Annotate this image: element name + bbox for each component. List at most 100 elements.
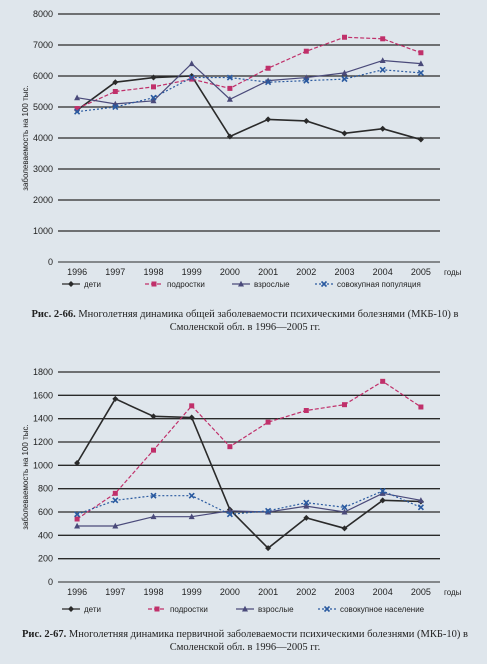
data-point bbox=[150, 97, 157, 104]
y-tick-label: 0 bbox=[48, 577, 53, 587]
legend-entry: подростки bbox=[148, 605, 208, 614]
x-axis-label: годы bbox=[444, 268, 462, 277]
legend-entry: совокупная популяция bbox=[315, 280, 421, 289]
x-tick-label: 1998 bbox=[143, 267, 163, 277]
data-point bbox=[417, 504, 424, 511]
data-point bbox=[188, 414, 195, 421]
x-tick-label: 1997 bbox=[105, 587, 125, 597]
y-tick-label: 8000 bbox=[33, 9, 53, 19]
data-point bbox=[380, 378, 386, 384]
x-tick-label: 2001 bbox=[258, 267, 278, 277]
data-point bbox=[417, 497, 424, 503]
x-tick-label: 2000 bbox=[220, 587, 240, 597]
data-point bbox=[379, 487, 386, 495]
data-point bbox=[380, 36, 386, 42]
y-tick-label: 3000 bbox=[33, 164, 53, 174]
data-point bbox=[341, 525, 348, 532]
legend-marker bbox=[323, 605, 331, 613]
data-point bbox=[226, 74, 233, 81]
data-point bbox=[341, 508, 348, 515]
data-point bbox=[112, 89, 118, 94]
legend-label: взрослые bbox=[254, 280, 290, 289]
y-axis-label: заболеваемость на 100 тыс. bbox=[21, 85, 30, 190]
legend-label: подростки bbox=[170, 605, 208, 614]
legend-label: совокупное население bbox=[340, 605, 425, 614]
y-tick-label: 600 bbox=[38, 507, 53, 517]
series-2 bbox=[74, 34, 424, 112]
data-point bbox=[265, 545, 272, 552]
series-line bbox=[76, 490, 422, 515]
series-line bbox=[77, 59, 421, 105]
series-2 bbox=[74, 378, 424, 522]
x-tick-label: 2005 bbox=[411, 587, 431, 597]
data-point bbox=[226, 96, 233, 102]
data-point bbox=[303, 117, 310, 124]
caption-text: Многолетняя динамика общей заболеваемост… bbox=[78, 309, 459, 333]
gridlines bbox=[58, 13, 440, 263]
y-tick-label: 200 bbox=[38, 554, 53, 564]
legend-marker bbox=[242, 605, 248, 612]
legend-entry: дети bbox=[62, 605, 101, 614]
series-line bbox=[76, 75, 422, 141]
legend-label: совокупная популяция bbox=[337, 280, 421, 289]
legend-marker bbox=[154, 606, 160, 612]
data-point bbox=[303, 514, 310, 521]
data-point bbox=[150, 492, 157, 499]
data-point bbox=[74, 511, 81, 518]
data-point bbox=[341, 130, 348, 137]
legend-entry: взрослые bbox=[232, 280, 290, 289]
data-point bbox=[418, 50, 424, 56]
x-tick-label: 1997 bbox=[105, 267, 125, 277]
data-point bbox=[150, 413, 157, 420]
legend-entry: взрослые bbox=[236, 605, 294, 614]
data-point bbox=[74, 516, 80, 522]
series-line bbox=[76, 36, 422, 110]
data-point bbox=[265, 419, 271, 425]
data-point bbox=[265, 65, 271, 71]
caption-figure-2-67: Рис. 2-67. Многолетняя динамика первично… bbox=[20, 628, 470, 654]
legend-label: дети bbox=[84, 605, 101, 614]
y-tick-label: 4000 bbox=[33, 133, 53, 143]
data-point bbox=[112, 490, 118, 496]
y-tick-label: 1400 bbox=[33, 414, 53, 424]
series-line bbox=[76, 397, 421, 550]
x-tick-label: 2005 bbox=[411, 267, 431, 277]
data-point bbox=[74, 106, 80, 112]
data-point bbox=[303, 408, 309, 413]
data-point bbox=[265, 79, 272, 86]
x-axis-label: годы bbox=[444, 588, 462, 597]
y-tick-label: 400 bbox=[38, 530, 53, 540]
x-tick-label: 2000 bbox=[220, 267, 240, 277]
chart-general-morbidity: 0 1000 2000 3000 4000 5000 6000 7000 8000 заболев… bbox=[21, 9, 462, 289]
data-point bbox=[150, 74, 157, 81]
legend-marker bbox=[238, 280, 244, 287]
y-tick-label: 1000 bbox=[33, 226, 53, 236]
data-point bbox=[341, 69, 348, 76]
legend-label: подростки bbox=[167, 280, 205, 289]
y-axis-label: заболеваемость на 100 тыс. bbox=[21, 424, 30, 529]
data-point bbox=[188, 513, 195, 520]
x-tick-label: 1999 bbox=[182, 587, 202, 597]
data-point bbox=[74, 108, 81, 115]
gridlines bbox=[58, 371, 440, 583]
data-point bbox=[379, 497, 386, 504]
data-point bbox=[303, 499, 310, 506]
data-point bbox=[189, 76, 195, 82]
data-point bbox=[150, 513, 157, 520]
data-point bbox=[188, 74, 195, 81]
data-point bbox=[417, 60, 424, 67]
data-point bbox=[303, 77, 310, 84]
data-point bbox=[379, 66, 386, 73]
caption-label: Рис. 2-67. bbox=[22, 629, 67, 640]
series-line bbox=[77, 69, 421, 113]
data-point bbox=[226, 133, 233, 140]
data-point bbox=[417, 69, 424, 76]
legend-label: дети bbox=[84, 280, 101, 289]
y-tick-label: 6000 bbox=[33, 71, 53, 81]
caption-figure-2-66: Рис. 2-66. Многолетняя динамика общей за… bbox=[20, 308, 470, 334]
data-point bbox=[341, 76, 348, 83]
caption-label: Рис. 2-66. bbox=[31, 309, 76, 320]
data-point bbox=[112, 497, 119, 504]
y-tick-label: 7000 bbox=[33, 40, 53, 50]
